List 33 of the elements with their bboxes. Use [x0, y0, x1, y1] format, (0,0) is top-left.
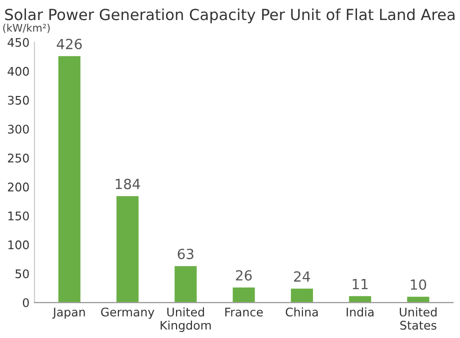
y-tick-label: 50 [16, 269, 29, 278]
y-axis-title: (kW/km²) [3, 24, 50, 34]
x-tick-label: United States [400, 307, 437, 330]
y-tick-label: 250 [8, 154, 29, 163]
bar [232, 287, 255, 303]
data-label: 11 [352, 278, 368, 290]
x-tick-label: China [286, 307, 318, 317]
y-tick-label: 300 [8, 124, 29, 134]
x-tick-label: United Kingdom [160, 307, 211, 332]
x-tick-label: France [225, 308, 263, 317]
x-tick-label: Japan [52, 308, 85, 319]
bar [116, 196, 139, 303]
chart-title: Solar Power Generation Capacity Per Unit of Flat Land Area [5, 8, 454, 24]
x-tick-label: India [346, 307, 374, 317]
data-label: 10 [410, 279, 426, 290]
data-label: 63 [178, 248, 194, 260]
y-tick-label: 200 [8, 182, 29, 192]
x-tick-label: Germany [101, 308, 154, 319]
data-label: 426 [56, 38, 82, 50]
bar [174, 266, 197, 303]
y-tick-label: 100 [8, 240, 29, 250]
data-label: 184 [116, 178, 140, 190]
y-tick-label: 400 [8, 66, 29, 76]
bar [349, 296, 372, 303]
y-tick-label: 150 [8, 211, 29, 220]
y-tick-label: 350 [8, 96, 29, 105]
y-tick-label: 450 [8, 38, 29, 47]
y-tick-label: 0 [22, 298, 29, 308]
bar [58, 56, 80, 303]
data-label: 26 [236, 270, 252, 281]
data-label: 24 [294, 271, 310, 282]
bar [290, 288, 313, 303]
bar [407, 296, 430, 303]
